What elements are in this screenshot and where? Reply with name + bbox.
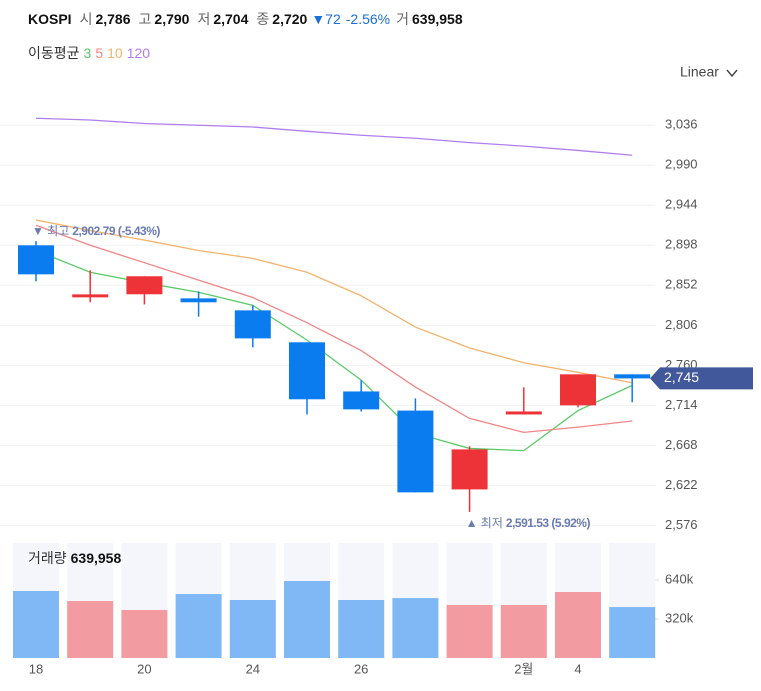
header-item: ▼72 xyxy=(311,11,341,27)
x-tick-label: 24 xyxy=(246,661,260,676)
extreme-annotation: ▲ 최저 2,591.53 (5.92%) xyxy=(466,516,591,530)
ma-line xyxy=(35,249,633,452)
ma-line xyxy=(35,219,633,384)
y-tick-label: 3,036 xyxy=(665,117,698,132)
x-tick-label: 20 xyxy=(137,661,151,676)
header-item: 거 xyxy=(396,11,409,27)
ma-line xyxy=(35,224,633,433)
volume-label: 거래량 639,958 xyxy=(28,550,121,566)
header-item: 2,720 xyxy=(272,11,307,27)
header-item: 2,704 xyxy=(213,11,248,27)
x-tick-label: 18 xyxy=(29,661,43,676)
candle-body xyxy=(560,374,596,406)
scale-selector[interactable]: Linear xyxy=(680,64,719,80)
ma-label: 이동평균 xyxy=(28,45,80,61)
candle-body xyxy=(180,298,217,303)
volume-bar xyxy=(338,600,385,658)
ma-legend-item: 5 xyxy=(95,45,103,61)
annotation-prefix: ▲ 최저 xyxy=(466,516,503,530)
volume-bar xyxy=(121,610,168,658)
price-tag-label: 2,745 xyxy=(664,369,699,385)
y-tick-label: 2,806 xyxy=(665,317,698,332)
volume-tick-label: 320k xyxy=(665,610,694,625)
candle-body xyxy=(343,391,380,410)
volume-bar xyxy=(555,591,601,658)
extreme-annotation: ▼ 최고 2,902.79 (-5.43%) xyxy=(32,224,160,238)
candle-body xyxy=(397,410,434,493)
ma-legend-item: 10 xyxy=(107,45,123,61)
header-item: 2,790 xyxy=(154,11,189,27)
candle-body xyxy=(505,411,542,415)
price-tag xyxy=(650,367,753,390)
volume-bar xyxy=(67,600,114,658)
candle-body xyxy=(451,449,488,490)
volume-bar xyxy=(446,605,493,658)
volume-bar xyxy=(284,581,330,658)
annotation-text: 2,591.53 (5.92%) xyxy=(506,516,591,530)
volume-bar xyxy=(13,590,59,658)
candle-body xyxy=(126,276,163,295)
candle-body xyxy=(614,374,651,379)
header-item: KOSPI xyxy=(28,11,72,27)
volume-bar xyxy=(392,598,439,658)
volume-bar xyxy=(175,594,222,658)
volume-label-value: 639,958 xyxy=(71,550,122,566)
ma-legend-item: 3 xyxy=(84,45,92,61)
candle-body xyxy=(289,342,325,400)
y-tick-label: 2,990 xyxy=(665,157,698,172)
y-tick-label: 2,668 xyxy=(665,437,698,452)
header-item: 저 xyxy=(197,11,210,27)
y-tick-label: 2,852 xyxy=(665,277,698,292)
header-item: 2,786 xyxy=(95,11,130,27)
ma-legend: 이동평균 3 5 10 120 xyxy=(28,45,150,61)
y-tick-label: 2,576 xyxy=(665,517,698,532)
ma-line xyxy=(35,117,633,156)
header-item: 시 xyxy=(80,11,93,27)
x-tick-label: 26 xyxy=(354,661,368,676)
x-tick-label: 2월 xyxy=(514,661,533,676)
header-item: -2.56% xyxy=(346,11,390,27)
annotation-text: 2,902.79 (-5.43%) xyxy=(72,224,160,238)
candle-body xyxy=(72,294,109,298)
volume-bar xyxy=(500,605,547,658)
header-item: 고 xyxy=(139,11,152,27)
header-item: 종 xyxy=(256,11,269,27)
y-tick-label: 2,622 xyxy=(665,477,698,492)
chevron[interactable] xyxy=(726,69,738,78)
header: KOSPI 시 2,786 고 2,790 저 2,704 종 2,720 ▼72 -2.56% 거 6… xyxy=(28,11,463,27)
volume-bar xyxy=(609,607,656,658)
candle-body xyxy=(18,245,54,275)
y-tick-label: 2,714 xyxy=(665,397,698,412)
candle-body xyxy=(234,310,271,339)
volume-label-name: 거래량 xyxy=(28,550,67,566)
ma-legend-item: 120 xyxy=(127,45,151,61)
volume-bar xyxy=(229,600,276,658)
y-tick-label: 2,944 xyxy=(665,197,698,212)
annotation-prefix: ▼ 최고 xyxy=(32,224,69,238)
x-tick-label: 4 xyxy=(574,661,581,676)
y-tick-label: 2,898 xyxy=(665,237,698,252)
volume-tick-label: 640k xyxy=(665,571,694,586)
header-item: 639,958 xyxy=(412,11,463,27)
